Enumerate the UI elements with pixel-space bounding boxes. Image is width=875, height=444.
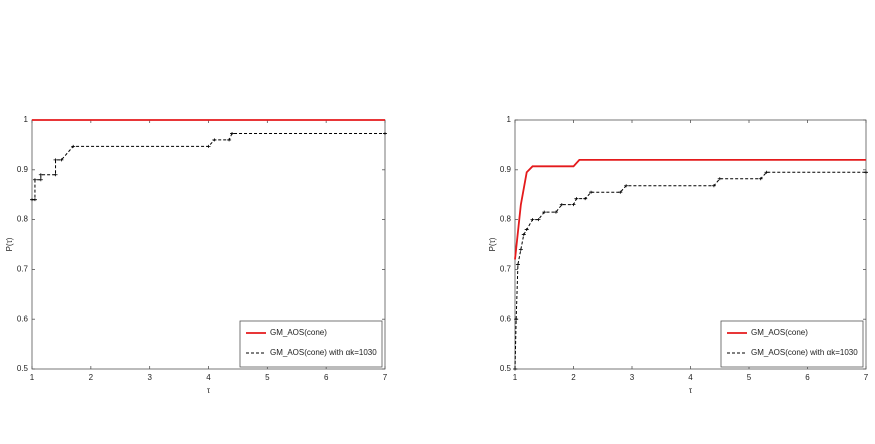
x-tick-label: 4	[688, 373, 693, 382]
marker	[206, 144, 211, 148]
marker	[53, 173, 58, 177]
x-tick-label: 7	[864, 373, 869, 382]
marker	[717, 177, 722, 181]
marker	[227, 138, 232, 142]
marker	[758, 177, 763, 181]
y-tick-label: 0.7	[500, 265, 512, 274]
marker	[574, 197, 579, 201]
legend-box	[720, 320, 864, 368]
y-tick-label: 1	[24, 115, 29, 124]
y-tick-label: 0.8	[500, 215, 512, 224]
marker	[38, 173, 43, 177]
series-line	[514, 171, 866, 370]
x-tick-label: 4	[206, 373, 211, 382]
marker	[38, 178, 43, 182]
x-tick-label: 1	[513, 373, 518, 382]
y-tick-label: 0.9	[17, 165, 29, 174]
marker	[530, 218, 535, 222]
marker	[32, 178, 37, 182]
marker	[59, 158, 64, 162]
marker	[764, 170, 769, 174]
marker	[583, 197, 588, 201]
marker	[571, 203, 576, 207]
marker	[514, 317, 519, 321]
y-tick-label: 1	[507, 115, 512, 124]
y-axis-label: P(τ)	[488, 237, 497, 251]
marker	[212, 138, 217, 142]
marker	[518, 247, 523, 251]
legend: GM_AOS(cone) GM_AOS(cone) with αk=1030	[239, 320, 383, 368]
marker	[864, 170, 868, 174]
marker	[383, 131, 387, 135]
x-tick-label: 6	[805, 373, 810, 382]
series-line	[32, 132, 385, 201]
legend: GM_AOS(cone) GM_AOS(cone) with αk=1030	[720, 320, 864, 368]
x-axis-label: τ	[207, 386, 211, 395]
x-tick-label: 2	[89, 373, 94, 382]
y-tick-label: 0.5	[17, 364, 29, 373]
marker	[53, 158, 58, 162]
marker	[559, 203, 564, 207]
y-tick-label: 0.6	[17, 314, 29, 323]
x-tick-label: 6	[324, 373, 329, 382]
y-tick-label: 0.9	[500, 165, 512, 174]
legend-label: GM_AOS(cone)	[270, 328, 327, 337]
series-line	[514, 158, 866, 260]
x-tick-label: 3	[147, 373, 152, 382]
panel: 1 2 3 4 5 6 7 0.5 0.6 0.7 0.8 0.9 1 τ P(τ) GM_AOS(cone)…	[5, 115, 388, 395]
marker	[542, 210, 547, 214]
y-tick-label: 0.6	[500, 314, 512, 323]
marker	[71, 144, 76, 148]
legend-box	[239, 320, 383, 368]
marker	[618, 190, 623, 194]
marker	[589, 190, 594, 194]
marker	[536, 218, 541, 222]
marker	[524, 228, 529, 232]
marker	[711, 184, 716, 188]
x-tick-label: 5	[265, 373, 270, 382]
panel: 1 2 3 4 5 6 7 0.5 0.6 0.7 0.8 0.9 1 τ P(τ) GM_AOS(cone)…	[488, 115, 869, 395]
marker	[513, 367, 517, 371]
x-tick-label: 2	[571, 373, 576, 382]
x-tick-label: 3	[630, 373, 635, 382]
x-tick-label: 7	[383, 373, 388, 382]
y-tick-label: 0.7	[17, 265, 29, 274]
x-tick-label: 1	[30, 373, 35, 382]
marker	[32, 198, 37, 202]
marker	[553, 210, 558, 214]
y-tick-label: 0.5	[500, 364, 512, 373]
x-tick-label: 5	[747, 373, 752, 382]
x-axis-label: τ	[689, 386, 693, 395]
y-axis-label: P(τ)	[5, 237, 14, 251]
marker	[521, 233, 526, 237]
marker	[230, 131, 235, 135]
marker	[515, 262, 520, 266]
legend-label: GM_AOS(cone) with αk=1030	[751, 348, 858, 357]
legend-label: GM_AOS(cone)	[751, 328, 808, 337]
y-tick-label: 0.8	[17, 215, 29, 224]
legend-label: GM_AOS(cone) with αk=1030	[270, 348, 377, 357]
marker	[624, 184, 629, 188]
